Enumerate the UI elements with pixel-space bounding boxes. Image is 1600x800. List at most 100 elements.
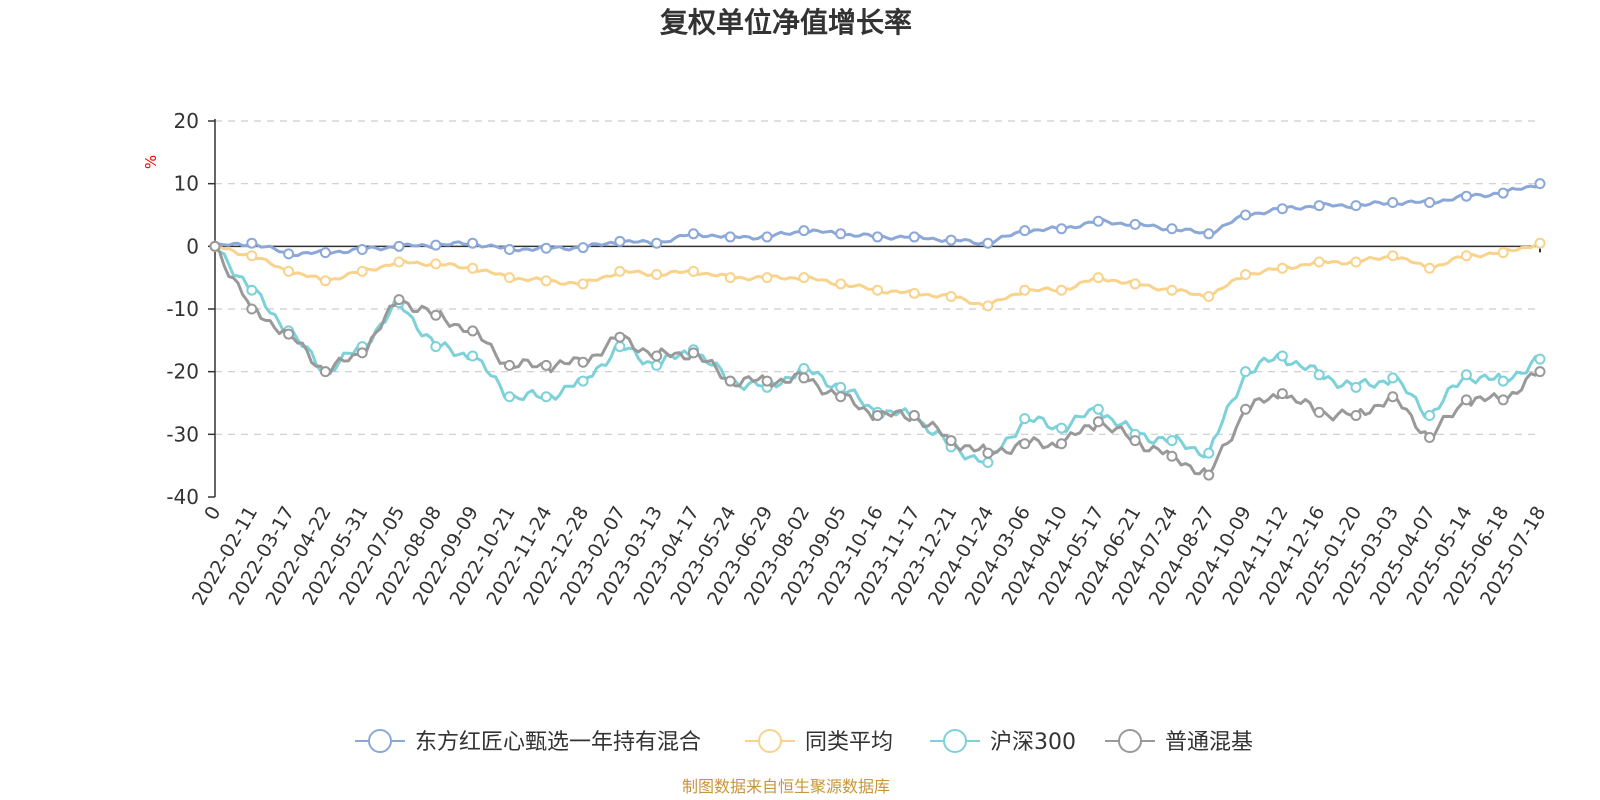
data-point: [503, 359, 515, 371]
data-point: [1350, 200, 1362, 212]
data-point: [1313, 256, 1325, 268]
y-tick-label: -40: [166, 485, 199, 509]
data-point: [1019, 225, 1031, 237]
data-point: [761, 272, 773, 284]
data-point: [1276, 203, 1288, 215]
legend[interactable]: 东方红匠心甄选一年持有混合 同类平均 沪深300 普通混基: [355, 729, 1253, 755]
data-point: [1166, 223, 1178, 235]
data-point: [1240, 403, 1252, 415]
data-point: [319, 247, 331, 259]
data-point: [503, 272, 515, 284]
legend-label: 东方红匠心甄选一年持有混合: [415, 730, 701, 755]
data-point: [872, 410, 883, 422]
data-point: [540, 391, 552, 403]
data-point: [1092, 272, 1104, 284]
data-point: [430, 341, 442, 353]
data-point: [1019, 284, 1031, 296]
legend-item[interactable]: 同类平均: [745, 729, 893, 755]
data-point: [577, 242, 589, 254]
data-point: [1424, 196, 1436, 208]
series-line: [213, 245, 1541, 464]
data-point: [687, 228, 699, 240]
data-point: [1460, 369, 1472, 381]
data-point: [503, 243, 515, 255]
data-point: [1092, 403, 1104, 415]
data-point: [1387, 372, 1399, 384]
data-point: [1534, 353, 1546, 365]
legend-item[interactable]: 普通混基: [1105, 729, 1253, 755]
data-point: [1129, 435, 1141, 447]
data-point: [908, 410, 920, 422]
data-point: [1350, 256, 1362, 268]
data-point: [1056, 284, 1068, 296]
data-point: [798, 363, 810, 375]
x-tick-labels: 02022-02-112022-03-172022-04-222022-05-3…: [188, 503, 1550, 610]
legend-item[interactable]: 沪深300: [930, 729, 1076, 755]
axes: [214, 119, 1541, 497]
data-point: [1166, 435, 1178, 447]
data-point: [319, 366, 331, 378]
legend-label: 沪深300: [990, 730, 1076, 755]
data-point: [430, 258, 442, 270]
data-point: [1387, 196, 1399, 208]
data-point: [724, 272, 736, 284]
data-point: [614, 265, 626, 277]
data-point: [1203, 290, 1215, 302]
data-point: [393, 256, 405, 268]
data-point: [1460, 394, 1472, 406]
data-point: [577, 278, 589, 290]
data-point: [872, 284, 883, 296]
data-point: [540, 359, 552, 371]
data-point: [835, 391, 847, 403]
data-point: [835, 278, 847, 290]
data-point: [945, 435, 957, 447]
data-point: [614, 331, 626, 343]
data-point: [1129, 278, 1141, 290]
data-point: [1092, 416, 1104, 428]
y-tick-labels: 20 10 0 -10 -20 -30 -40: [166, 109, 215, 509]
data-point: [1240, 269, 1252, 281]
data-point: [1497, 394, 1509, 406]
data-point: [1424, 410, 1436, 422]
data-point: [651, 269, 663, 281]
data-point: [835, 381, 847, 393]
data-point: [1460, 190, 1472, 202]
data-point: [283, 265, 295, 277]
data-point: [945, 234, 957, 246]
x-tick-label: 0: [200, 503, 225, 524]
data-point: [1166, 284, 1178, 296]
chart-title: 复权单位净值增长率: [660, 6, 912, 39]
y-tick-label: -10: [166, 297, 199, 321]
data-point: [614, 235, 626, 247]
data-point: [246, 237, 258, 249]
data-point: [798, 272, 810, 284]
legend-label: 同类平均: [805, 730, 893, 755]
legend-marker: [758, 729, 782, 753]
data-point: [651, 350, 663, 362]
legend-marker: [368, 729, 392, 753]
series-lines: [209, 178, 1546, 481]
legend-item[interactable]: 东方红匠心甄选一年持有混合: [355, 729, 701, 755]
source-note: 制图数据来自恒生聚源数据库: [682, 777, 890, 796]
data-point: [982, 237, 994, 249]
data-point: [614, 341, 626, 353]
data-point: [283, 328, 295, 340]
legend-label: 普通混基: [1165, 730, 1253, 755]
data-point: [1313, 200, 1325, 212]
y-tick-label: 20: [174, 109, 199, 133]
data-point: [1166, 450, 1178, 462]
data-point: [503, 391, 515, 403]
data-point: [798, 372, 810, 384]
data-point: [356, 243, 368, 255]
data-point: [246, 303, 258, 315]
data-point: [1460, 250, 1472, 262]
data-point: [577, 356, 589, 368]
data-point: [908, 231, 920, 243]
series-3: [209, 240, 1546, 481]
series-2: [209, 240, 1546, 469]
y-tick-label: -20: [166, 360, 199, 384]
data-point: [687, 265, 699, 277]
data-point: [761, 231, 773, 243]
data-point: [835, 228, 847, 240]
